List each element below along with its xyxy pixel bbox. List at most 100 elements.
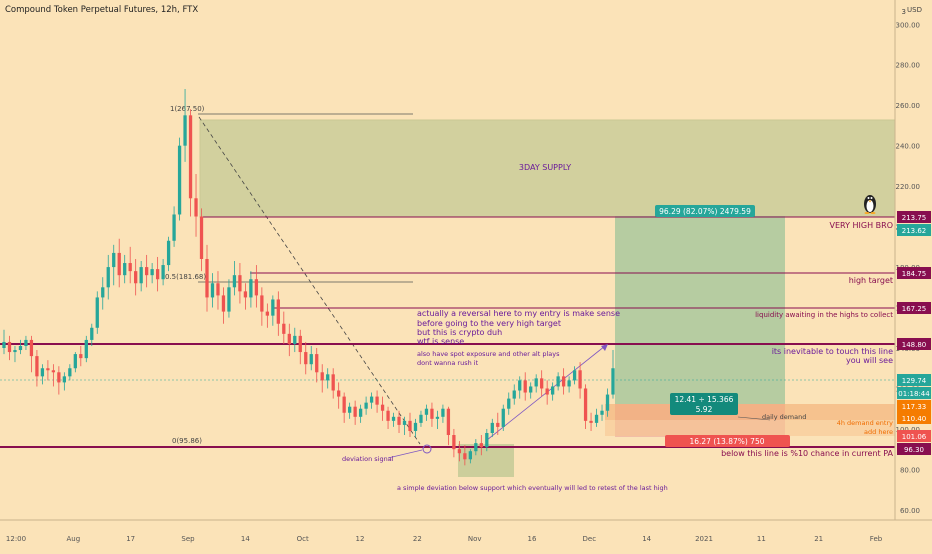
deviation-signal-label: deviation signal bbox=[342, 455, 394, 463]
price-tag-label: 129.74 bbox=[902, 377, 927, 385]
candle-body bbox=[62, 376, 66, 383]
candle-body bbox=[457, 449, 462, 454]
candle-body bbox=[452, 435, 456, 450]
y-tick-label: 280.00 bbox=[896, 62, 921, 70]
candle-body bbox=[271, 299, 275, 316]
candle-body bbox=[298, 335, 302, 353]
candle-body bbox=[73, 354, 77, 369]
deviation-note: a simple deviation below support which e… bbox=[397, 484, 668, 492]
price-tag bbox=[897, 443, 931, 455]
reversal-line3: but this is crypto duh bbox=[417, 328, 502, 337]
demand-zone-daily bbox=[605, 420, 895, 436]
profit-zone bbox=[615, 216, 785, 404]
candle-body bbox=[24, 339, 28, 346]
daily-demand-pointer bbox=[737, 416, 771, 421]
candle-body bbox=[177, 145, 182, 215]
candle-body bbox=[68, 368, 72, 377]
candle-body bbox=[430, 408, 434, 419]
rr-line2: 5.92 bbox=[696, 405, 713, 414]
x-axis[interactable]: 12:00 Aug 17 Sep 14 Oct 12 22 Nov 16 Dec 14 2021 11 21… bbox=[6, 535, 883, 543]
reversal-line1: actually a reversal here to my entry is … bbox=[417, 309, 620, 318]
reversal-line4: wtf is sense bbox=[417, 337, 464, 346]
scale-value: 3 bbox=[902, 8, 906, 16]
rr-line1: 12.41 ÷ 15.366 bbox=[675, 395, 734, 404]
x-tick-label: 12:00 bbox=[6, 535, 26, 543]
price-tag-label: 167.25 bbox=[902, 305, 927, 313]
candle-body bbox=[199, 216, 204, 259]
x-tick-label: 11 bbox=[757, 535, 766, 543]
candle-body bbox=[90, 327, 94, 340]
candle-body bbox=[523, 380, 527, 393]
fib-top-label: 1(267.50) bbox=[170, 105, 205, 113]
high-target-label: high target bbox=[849, 276, 893, 285]
spot-line1: also have spot exposure and other alt pl… bbox=[417, 350, 560, 358]
candle-body bbox=[243, 291, 248, 298]
price-tag-label: 01:18:44 bbox=[898, 390, 930, 398]
reversal-line2: before going to the very high target bbox=[417, 319, 561, 328]
price-tag bbox=[897, 302, 931, 314]
below-line-label: below this line is %10 chance in current… bbox=[721, 449, 893, 458]
candles-group bbox=[2, 89, 615, 466]
y-tick-label: 80.00 bbox=[900, 466, 920, 474]
supply-zone bbox=[199, 119, 896, 218]
chart-title: Compound Token Perpetual Futures, 12h, F… bbox=[5, 5, 198, 15]
demand-4h-line2: add here bbox=[864, 428, 893, 436]
candle-body bbox=[326, 374, 330, 381]
demand-zone-4h bbox=[605, 404, 895, 420]
candle-body bbox=[358, 408, 363, 417]
candle-body bbox=[139, 267, 143, 284]
candle-body bbox=[402, 420, 407, 425]
candle-body bbox=[249, 279, 253, 298]
candle-body bbox=[134, 271, 138, 284]
price-tag bbox=[897, 224, 931, 236]
candle-body bbox=[254, 279, 259, 296]
candle-body bbox=[315, 354, 319, 373]
candle-body bbox=[194, 198, 198, 217]
deviation-zone bbox=[458, 444, 514, 477]
candle-body bbox=[501, 408, 505, 427]
x-tick-label: 12 bbox=[356, 535, 365, 543]
candle-body bbox=[161, 265, 165, 280]
daily-demand-label: daily demand bbox=[762, 413, 806, 421]
candle-body bbox=[567, 380, 571, 387]
y-tick-label: 220.00 bbox=[896, 183, 921, 191]
candle-body bbox=[369, 396, 374, 403]
y-tick-label: 60.00 bbox=[900, 507, 920, 515]
price-tag bbox=[897, 211, 931, 223]
price-tag bbox=[897, 400, 931, 412]
candle-body bbox=[128, 263, 132, 272]
fib-bottom-label: 0(95.86) bbox=[172, 437, 202, 445]
candle-body bbox=[84, 339, 88, 359]
candle-body bbox=[227, 287, 231, 312]
candle-body bbox=[337, 390, 341, 397]
spot-line2: dont wanna rush it bbox=[417, 359, 479, 367]
deviation-arrow bbox=[387, 449, 423, 459]
price-tags: 213.75 213.62 184.75 167.25 148.80 129.74 01:1… bbox=[897, 211, 931, 455]
x-tick-label: Feb bbox=[870, 535, 883, 543]
candle-body bbox=[304, 352, 308, 365]
candle-body bbox=[540, 378, 544, 389]
price-tag-label: 110.40 bbox=[902, 415, 927, 423]
candle-body bbox=[600, 410, 604, 415]
price-tag-label: 213.62 bbox=[902, 227, 927, 235]
candle-body bbox=[474, 443, 478, 452]
candle-body bbox=[375, 396, 379, 405]
candle-body bbox=[265, 311, 269, 316]
fib-mid-label: 0.5(181.68) bbox=[165, 273, 206, 281]
candle-body bbox=[545, 388, 549, 395]
candle-body bbox=[380, 404, 385, 411]
candle-body bbox=[293, 335, 297, 344]
candle-body bbox=[446, 408, 451, 436]
candle-body bbox=[276, 299, 280, 324]
candle-body bbox=[232, 275, 237, 288]
candle-body bbox=[18, 345, 23, 351]
candle-body bbox=[529, 386, 533, 393]
candle-body bbox=[13, 350, 17, 353]
liquidity-label: liquidity awaiting in the highs to colle… bbox=[755, 311, 893, 319]
x-tick-label: Oct bbox=[297, 535, 309, 543]
candle-body bbox=[238, 275, 242, 292]
candle-body bbox=[183, 115, 187, 146]
candle-body bbox=[145, 267, 149, 276]
